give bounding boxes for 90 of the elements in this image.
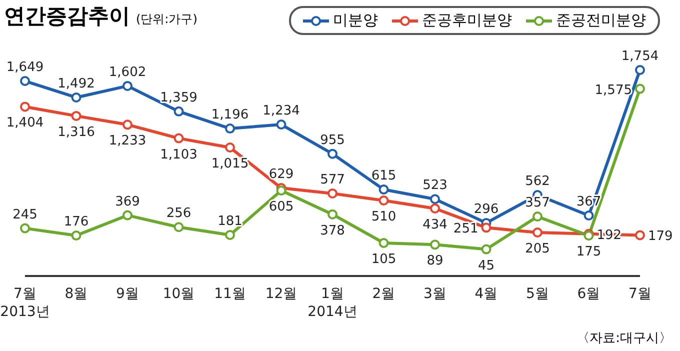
data-label: 955 <box>320 132 345 148</box>
x-tick-label: 10월 <box>162 286 195 302</box>
x-tick-label: 11월 <box>214 286 246 302</box>
point <box>481 222 492 233</box>
point <box>378 196 389 206</box>
point <box>20 223 30 234</box>
point <box>174 133 184 144</box>
x-tick-label: 7월 2013년 <box>0 286 50 320</box>
text: 〈자료:대구시〉 <box>576 330 672 347</box>
data-label: 562 <box>525 174 550 190</box>
data-label: 1,234 <box>262 104 300 119</box>
x-tick-label: 6월 <box>577 286 600 302</box>
point <box>635 65 645 75</box>
data-label: 89 <box>426 254 444 269</box>
x-tick-label: 1월 2014년 <box>308 286 358 320</box>
point <box>430 194 440 204</box>
data-label: 434 <box>422 217 448 232</box>
data-label: 205 <box>525 241 550 256</box>
data-label: 1,103 <box>160 147 198 162</box>
data-label: 179 <box>648 229 673 244</box>
data-label: 577 <box>320 172 345 188</box>
x-tick-label: 3월 <box>424 286 446 302</box>
data-label: 1,602 <box>108 64 146 80</box>
data-label: 605 <box>268 200 294 215</box>
point <box>532 227 542 238</box>
point <box>20 102 30 112</box>
x-tick-label: 8월 <box>64 286 88 302</box>
data-label: 357 <box>525 196 550 211</box>
legend-label: 미분양 <box>333 11 378 30</box>
point <box>174 106 184 116</box>
x-tick-label: 7월 <box>628 286 652 302</box>
point <box>122 80 132 91</box>
data-label: 1,015 <box>211 156 249 172</box>
point <box>276 120 286 130</box>
point <box>225 124 235 134</box>
point <box>20 76 30 86</box>
point <box>430 240 440 250</box>
data-label: 1,233 <box>108 134 146 149</box>
point <box>635 84 645 94</box>
x-tick-label: 9월 <box>116 286 139 302</box>
point <box>122 210 132 220</box>
point <box>71 230 82 241</box>
point <box>276 186 286 196</box>
data-label: 45 <box>478 258 495 274</box>
legend-label: 준공전미분양 <box>556 11 646 30</box>
data-label: 378 <box>320 223 345 238</box>
data-label: 1,196 <box>211 108 249 123</box>
point <box>481 244 492 254</box>
data-label: 1,316 <box>58 124 95 140</box>
point <box>174 222 184 232</box>
data-label: 105 <box>371 252 396 267</box>
data-label: 510 <box>371 210 396 224</box>
point <box>328 148 338 159</box>
point <box>532 212 542 222</box>
data-label: 629 <box>268 167 294 182</box>
point <box>584 210 594 220</box>
chart-subtitle: (단위:가구) <box>136 11 198 28</box>
data-label: 245 <box>12 207 38 222</box>
data-label: 181 <box>218 214 242 230</box>
data-label: 1,649 <box>6 60 44 76</box>
data-label: 1,575 <box>594 82 632 98</box>
legend-label: 준공후미분양 <box>422 11 512 30</box>
data-label: 296 <box>474 202 499 217</box>
point <box>328 188 338 198</box>
data-label: 251 <box>453 222 478 237</box>
point <box>71 110 82 121</box>
x-tick-label: 5월 <box>526 286 549 302</box>
point <box>225 230 235 240</box>
point <box>635 230 645 240</box>
data-label: 1,404 <box>6 116 44 131</box>
data-label: 1,492 <box>58 76 95 92</box>
x-tick-label: 4월 <box>474 286 498 302</box>
data-label: 1,359 <box>160 90 198 106</box>
point <box>328 209 338 220</box>
data-label: 369 <box>115 194 140 210</box>
chart-title: 연간증감추이 <box>4 3 130 30</box>
point <box>122 120 132 130</box>
x-tick-label: 2월 <box>372 286 396 302</box>
data-label: 523 <box>422 178 448 194</box>
point <box>378 184 389 194</box>
data-label: 176 <box>64 214 89 230</box>
data-label: 175 <box>576 244 602 260</box>
data-label: 1,754 <box>621 49 659 64</box>
point <box>71 92 82 102</box>
data-label: 615 <box>371 168 396 184</box>
point <box>378 238 389 248</box>
data-label: 256 <box>166 206 192 222</box>
point <box>430 203 440 214</box>
x-tick-label: 12월 <box>265 286 298 302</box>
point <box>225 142 235 153</box>
